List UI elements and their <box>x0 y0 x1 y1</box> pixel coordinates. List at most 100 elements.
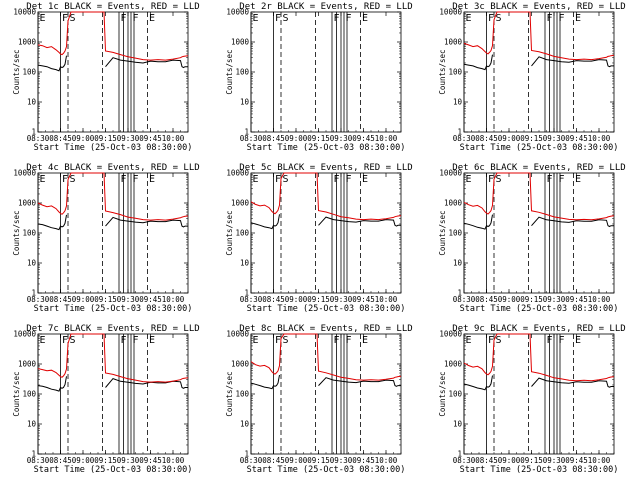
x-tick-label: 10:00 <box>375 295 398 304</box>
y-tick-label: 10000 <box>226 8 249 17</box>
flag-label: F <box>275 335 281 346</box>
x-tick-label: 09:15 <box>94 134 117 143</box>
x-tick-label: 09:00 <box>285 456 308 465</box>
x-axis-label: Start Time (25-Oct-03 08:30:00) <box>34 304 193 314</box>
flag-label: F <box>488 13 494 24</box>
x-tick-label: 09:15 <box>520 456 543 465</box>
flag-label: S <box>283 335 289 346</box>
x-tick-label: 09:00 <box>498 134 521 143</box>
flag-label: S <box>496 13 502 24</box>
y-tick-label: 1 <box>31 289 36 298</box>
y-tick-label: 100 <box>235 229 249 238</box>
flag-label: F <box>62 174 68 185</box>
y-axis-label: Counts/sec <box>225 210 234 255</box>
x-tick-label: 08:30 <box>240 456 263 465</box>
flag-label: F <box>559 174 565 185</box>
y-tick-label: 1 <box>31 128 36 137</box>
y-tick-label: 10 <box>27 98 37 107</box>
y-tick-label: 1000 <box>231 38 250 47</box>
lld-series-line <box>463 333 615 382</box>
y-tick-label: 10000 <box>13 169 36 178</box>
x-axis-label: Start Time (25-Oct-03 08:30:00) <box>34 143 193 153</box>
y-axis-label: Counts/sec <box>12 49 21 94</box>
panel-title: Det 1c BLACK = Events, RED = LLD <box>26 2 199 12</box>
flag-label: F <box>346 13 352 24</box>
flag-label: E <box>466 335 472 346</box>
x-tick-label: 08:45 <box>262 295 285 304</box>
flag-label: E <box>149 174 155 185</box>
y-tick-label: 1000 <box>231 360 250 369</box>
lld-series-line <box>463 172 615 221</box>
x-tick-label: 08:30 <box>240 295 263 304</box>
x-axis-label: Start Time (25-Oct-03 08:30:00) <box>460 304 619 314</box>
y-tick-label: 1000 <box>18 38 37 47</box>
x-tick-label: 08:45 <box>49 456 72 465</box>
panel-plot: Det 8c BLACK = Events, RED = LLD 1 10 100 10… <box>225 324 413 475</box>
flag-label: E <box>466 13 472 24</box>
x-axis-label: Start Time (25-Oct-03 08:30:00) <box>34 465 193 475</box>
panel-title: Det 4c BLACK = Events, RED = LLD <box>26 163 199 173</box>
y-tick-label: 1000 <box>444 360 463 369</box>
flag-label: S <box>496 174 502 185</box>
events-series-line <box>250 214 401 230</box>
y-axis-label: Counts/sec <box>438 49 447 94</box>
flag-label: E <box>149 335 155 346</box>
x-tick-label: 09:30 <box>117 456 140 465</box>
x-tick-label: 10:00 <box>375 456 398 465</box>
x-tick-label: 09:15 <box>307 456 330 465</box>
lld-series-line <box>37 172 189 221</box>
x-tick-label: 09:15 <box>307 134 330 143</box>
flag-label: S <box>70 174 76 185</box>
x-tick-label: 09:15 <box>307 295 330 304</box>
events-series-line <box>463 54 614 71</box>
x-tick-label: 09:45 <box>565 134 588 143</box>
x-tick-label: 08:45 <box>262 456 285 465</box>
x-tick-label: 09:45 <box>565 456 588 465</box>
y-tick-label: 1 <box>457 289 462 298</box>
x-axis-label: Start Time (25-Oct-03 08:30:00) <box>460 143 619 153</box>
y-tick-label: 1000 <box>231 199 250 208</box>
flag-label: S <box>496 335 502 346</box>
panel-plot: Det 9c BLACK = Events, RED = LLD 1 10 100 10… <box>438 324 626 475</box>
panel-title: Det 8c BLACK = Events, RED = LLD <box>239 324 412 334</box>
x-tick-label: 10:00 <box>588 295 611 304</box>
x-tick-label: 10:00 <box>588 134 611 143</box>
x-tick-label: 09:00 <box>498 295 521 304</box>
events-series-line <box>37 55 188 72</box>
flag-label: S <box>70 335 76 346</box>
y-tick-label: 1 <box>457 450 462 459</box>
y-tick-label: 10000 <box>13 8 36 17</box>
panel-title: Det 5c BLACK = Events, RED = LLD <box>239 163 412 173</box>
x-tick-label: 08:30 <box>453 456 476 465</box>
x-tick-label: 08:30 <box>27 134 50 143</box>
x-tick-label: 09:00 <box>498 456 521 465</box>
lld-series-line <box>37 11 189 61</box>
y-tick-label: 10000 <box>13 330 36 339</box>
panel-title: Det 6c BLACK = Events, RED = LLD <box>452 163 625 173</box>
detector-panel-2: Det 2r BLACK = Events, RED = LLD 1 10 100 10… <box>223 0 413 158</box>
flag-label: E <box>40 174 46 185</box>
x-tick-label: 09:45 <box>352 295 375 304</box>
lld-series-line <box>463 11 615 61</box>
x-tick-label: 10:00 <box>162 456 185 465</box>
flag-label: E <box>575 335 581 346</box>
y-tick-label: 100 <box>22 229 36 238</box>
y-axis-label: Counts/sec <box>438 210 447 255</box>
y-tick-label: 1 <box>244 450 249 459</box>
detector-panel-7: Det 7c BLACK = Events, RED = LLD 1 10 100 10… <box>10 322 200 480</box>
events-series-line <box>37 214 188 231</box>
x-tick-label: 09:30 <box>330 295 353 304</box>
detector-panel-9: Det 9c BLACK = Events, RED = LLD 1 10 100 10… <box>436 322 626 480</box>
flag-label: F <box>559 335 565 346</box>
flag-label: E <box>253 174 259 185</box>
flag-label: F <box>275 13 281 24</box>
y-tick-label: 10 <box>453 98 463 107</box>
lld-series-line <box>37 333 189 383</box>
flag-label: E <box>253 13 259 24</box>
x-tick-label: 09:45 <box>139 134 162 143</box>
events-series-line <box>250 374 401 390</box>
x-tick-label: 09:15 <box>520 134 543 143</box>
x-tick-label: 08:30 <box>27 456 50 465</box>
x-tick-label: 08:30 <box>27 295 50 304</box>
flag-label: F <box>488 335 494 346</box>
